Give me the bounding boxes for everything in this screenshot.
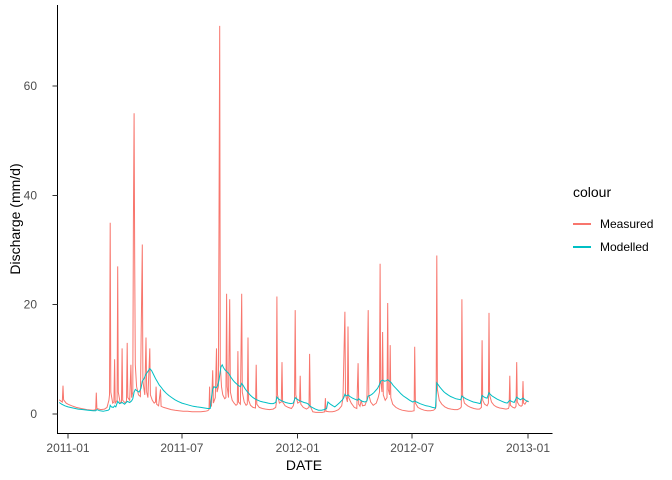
svg-text:2012-07: 2012-07: [390, 441, 434, 455]
measured-line-swatch: [573, 222, 591, 225]
legend-item-measured: Measured: [567, 212, 653, 235]
svg-text:2012-01: 2012-01: [276, 441, 320, 455]
svg-text:40: 40: [24, 188, 38, 202]
y-axis-title: Discharge (mm/d): [7, 163, 23, 275]
legend-label-modelled: Modelled: [600, 239, 649, 254]
svg-text:2011-07: 2011-07: [160, 441, 203, 455]
legend-title: colour: [573, 184, 612, 200]
legend-label-measured: Measured: [600, 216, 654, 231]
svg-text:2013-01: 2013-01: [506, 441, 550, 455]
svg-text:60: 60: [24, 79, 38, 93]
svg-text:2011-01: 2011-01: [46, 441, 89, 455]
svg-text:20: 20: [24, 298, 38, 312]
x-axis-title: DATE: [285, 457, 323, 473]
modelled-line-swatch: [573, 245, 591, 248]
legend: colour Measured Modelled: [567, 184, 653, 258]
svg-text:0: 0: [30, 407, 37, 421]
legend-item-modelled: Modelled: [567, 235, 653, 258]
